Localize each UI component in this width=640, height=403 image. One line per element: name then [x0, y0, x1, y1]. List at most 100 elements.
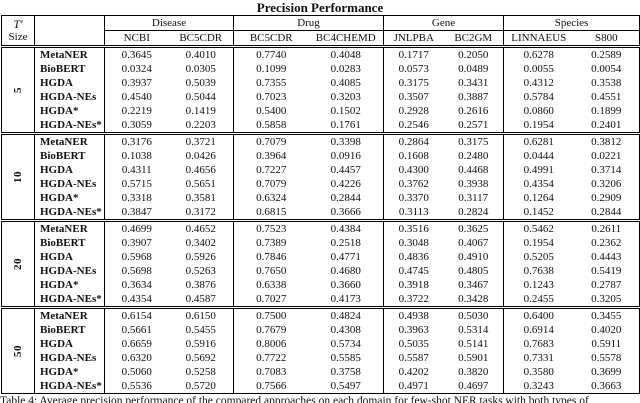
value-cell: 0.5039 [185, 77, 216, 89]
value-cell: 0.6400 [503, 307, 574, 323]
value-cell: 0.3507 [383, 90, 444, 104]
table-row: HGDA* 0.2219 0.1419 0.5400 0.1502 0.2928 0.261… [2, 104, 640, 118]
value-cell: 0.7500 [233, 307, 309, 323]
value-cell: 0.7331 [503, 351, 574, 365]
table-row: BioBERT 0.1038 0.0426 0.3964 0.0916 0.1608 0.2… [2, 149, 640, 163]
group-header-drug: Drug [232, 15, 384, 31]
value-cell: 0.3666 [308, 205, 384, 222]
value-cell: 0.0489 [458, 63, 489, 75]
value-cell: 0.5205 [503, 250, 574, 264]
value-cell: 0.4085 [330, 77, 361, 89]
value-cell: 0.5258 [185, 366, 216, 378]
value-cell: 0.3581 [185, 192, 216, 204]
value-cell: 0.4312 [503, 76, 574, 90]
method-name-cell: MetaNER [34, 220, 105, 236]
size-group-label: 10 [1, 133, 35, 222]
value-cell: 0.3175 [383, 76, 444, 90]
tasks-symbol: T' [13, 16, 23, 31]
table-title: Precision Performance [256, 0, 384, 15]
value-cell: 0.3758 [330, 366, 361, 378]
value-cell: 0.5698 [104, 264, 169, 278]
value-cell: 0.6324 [233, 191, 309, 205]
value-cell: 0.0055 [503, 62, 574, 76]
value-cell: 0.3714 [591, 164, 622, 176]
value-cell: 0.3938 [458, 178, 489, 190]
value-cell: 0.3699 [591, 366, 622, 378]
value-cell: 0.7027 [233, 292, 309, 309]
value-cell: 0.2909 [591, 192, 622, 204]
value-cell: 0.2203 [168, 118, 234, 135]
value-cell: 0.3963 [383, 323, 444, 337]
value-cell: 0.3431 [458, 77, 489, 89]
table-row: 50 MetaNER 0.6154 0.6150 0.7500 0.4824 0.4938 0… [1, 307, 640, 394]
value-cell: 0.5462 [503, 220, 574, 236]
value-cell: 0.4308 [330, 324, 361, 336]
value-cell: 0.2571 [443, 118, 504, 135]
method-name-cell: HGDA-NEs* [34, 292, 105, 309]
method-name-cell: BioBERT [34, 62, 105, 76]
value-cell: 0.3516 [383, 220, 444, 236]
value-cell: 0.4443 [591, 251, 622, 263]
value-cell: 0.2362 [591, 237, 622, 249]
value-cell: 0.5858 [233, 118, 309, 135]
value-cell: 0.3907 [104, 236, 169, 250]
value-cell: 0.3398 [330, 136, 361, 148]
table-row: HGDA 0.4311 0.4656 0.7227 0.4457 0.4300 0.4468… [2, 163, 640, 177]
value-cell: 0.1099 [233, 62, 309, 76]
value-cell: 0.3964 [233, 149, 309, 163]
value-cell: 0.3847 [104, 205, 169, 222]
value-cell: 0.7355 [233, 76, 309, 90]
value-cell: 0.4971 [383, 379, 444, 394]
value-cell: 0.0573 [383, 62, 444, 76]
value-cell: 0.4680 [330, 265, 361, 277]
size-group-label: 50 [1, 307, 35, 394]
value-cell: 0.4805 [458, 265, 489, 277]
value-cell: 0.4202 [383, 365, 444, 379]
method-name-cell: HGDA-NEs [34, 90, 105, 104]
value-cell: 0.7023 [233, 90, 309, 104]
value-cell: 0.3205 [573, 292, 640, 309]
method-name-cell: BioBERT [34, 149, 105, 163]
method-name-cell: HGDA* [34, 104, 105, 118]
value-cell: 0.5926 [185, 251, 216, 263]
method-column-header [34, 15, 105, 48]
value-cell: 0.1761 [308, 118, 384, 135]
value-cell: 0.3918 [383, 278, 444, 292]
value-cell: 0.1954 [503, 236, 574, 250]
value-cell: 0.2824 [443, 205, 504, 222]
value-cell: 0.3663 [591, 380, 622, 392]
value-cell: 0.3176 [104, 133, 169, 149]
value-cell: 0.5911 [591, 338, 622, 350]
value-cell: 0.0916 [330, 150, 361, 162]
method-name-cell: MetaNER [34, 133, 105, 149]
method-name-cell: HGDA [34, 337, 105, 351]
value-cell: 0.3203 [330, 91, 361, 103]
value-cell: 0.3820 [458, 366, 489, 378]
value-cell: 0.3402 [185, 237, 216, 249]
value-cell: 0.4048 [330, 49, 361, 61]
value-cell: 0.4910 [458, 251, 489, 263]
group-header-species: Species [503, 15, 640, 31]
value-cell: 0.1452 [503, 205, 574, 222]
table-row: HGDA-NEs 0.6320 0.5692 0.7722 0.5585 0.5587 0.… [2, 351, 640, 365]
method-name-cell: HGDA* [34, 191, 105, 205]
corner-header: T' Size [1, 15, 35, 48]
value-cell: 0.3580 [503, 365, 574, 379]
value-cell: 0.3887 [458, 91, 489, 103]
table-row: 10 MetaNER 0.3176 0.3721 0.7079 0.3398 0.2864 0… [1, 133, 640, 222]
value-cell: 0.5419 [591, 265, 622, 277]
method-name-cell: HGDA* [34, 278, 105, 292]
value-cell: 0.7227 [233, 163, 309, 177]
value-cell: 0.3538 [591, 77, 622, 89]
value-cell: 0.0283 [330, 63, 361, 75]
value-cell: 0.4824 [330, 310, 361, 322]
value-cell: 0.1419 [185, 105, 216, 117]
value-cell: 0.3318 [104, 191, 169, 205]
value-cell: 0.2611 [591, 223, 622, 235]
value-cell: 0.3370 [383, 191, 444, 205]
value-cell: 0.3660 [330, 279, 361, 291]
value-cell: 0.0860 [503, 104, 574, 118]
value-cell: 0.5578 [591, 352, 622, 364]
table-row: HGDA-NEs 0.4540 0.5044 0.7023 0.3203 0.3507 0.… [2, 90, 640, 104]
size-group-label-text: 10 [12, 171, 24, 183]
